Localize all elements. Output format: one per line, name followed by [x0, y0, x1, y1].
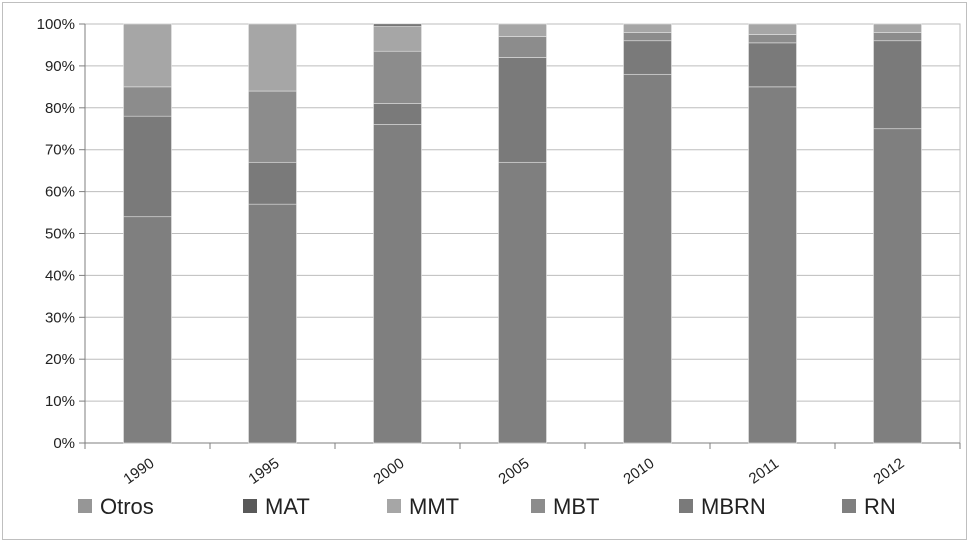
y-tick-label: 10%	[45, 393, 75, 410]
bar-segment-mbt-1990	[123, 86, 172, 117]
bar-segment-mat-2000	[373, 23, 422, 27]
y-tick-label: 70%	[45, 142, 75, 159]
bar-segment-mmt-2000	[373, 25, 422, 52]
y-tick-label: 0%	[53, 435, 75, 452]
legend-swatch-mbt	[531, 499, 545, 513]
legend-label-mat: MAT	[265, 494, 310, 519]
bar-segment-mbt-2000	[373, 50, 422, 104]
legend-swatch-mbrn	[679, 499, 693, 513]
bar-segment-rn-2012	[873, 128, 922, 444]
x-category-label: 2010	[620, 455, 657, 488]
legend-label-otros: Otros	[100, 494, 154, 519]
bar-segment-mbrn-1990	[123, 115, 172, 218]
bar-segment-mbrn-2005	[498, 57, 547, 163]
y-tick-label: 20%	[45, 351, 75, 368]
bar-segment-mbt-2005	[498, 36, 547, 58]
bar-segment-mmt-2005	[498, 23, 547, 37]
legend-label-rn: RN	[864, 494, 896, 519]
legend-swatch-rn	[842, 499, 856, 513]
legend-label-mbt: MBT	[553, 494, 599, 519]
bar-segment-rn-2005	[498, 161, 547, 444]
legend-swatch-mmt	[387, 499, 401, 513]
legend-label-mbrn: MBRN	[701, 494, 766, 519]
legend-swatch-otros	[78, 499, 92, 513]
bar-segment-mbt-2012	[873, 32, 922, 42]
y-tick-label: 30%	[45, 309, 75, 326]
y-tick-label: 80%	[45, 100, 75, 117]
x-category-label: 2000	[370, 455, 407, 488]
bar-segment-mmt-2011	[748, 23, 797, 35]
bar-segment-rn-1990	[123, 216, 172, 444]
x-category-label: 1990	[120, 455, 157, 488]
bar-segment-mbrn-2011	[748, 42, 797, 88]
y-tick-label: 90%	[45, 58, 75, 75]
bar-segment-mbrn-2010	[623, 40, 672, 75]
bar-segment-rn-2000	[373, 124, 422, 444]
bar-segment-rn-2010	[623, 73, 672, 444]
y-tick-label: 40%	[45, 267, 75, 284]
bar-segment-mmt-2010	[623, 23, 672, 33]
y-tick-label: 100%	[37, 16, 75, 33]
bar-segment-rn-1995	[248, 203, 297, 444]
bar-segment-rn-2011	[748, 86, 797, 444]
bar-segment-mbt-1995	[248, 90, 297, 163]
bar-segment-mmt-1990	[123, 23, 172, 88]
bar-segment-mmt-2012	[873, 23, 922, 33]
bar-segment-mmt-1995	[248, 23, 297, 92]
bar-segment-mbrn-2012	[873, 40, 922, 130]
bar-segment-mbt-2010	[623, 32, 672, 42]
x-category-label: 1995	[245, 455, 282, 488]
bar-segment-mbrn-1995	[248, 161, 297, 205]
x-category-label: 2011	[746, 455, 782, 487]
legend-label-mmt: MMT	[409, 494, 459, 519]
legend-swatch-mat	[243, 499, 257, 513]
bar-segment-mbrn-2000	[373, 103, 422, 125]
y-tick-label: 60%	[45, 184, 75, 201]
x-category-label: 2012	[870, 455, 907, 488]
bar-segment-mbt-2011	[748, 34, 797, 44]
y-tick-label: 50%	[45, 226, 75, 243]
x-category-label: 2005	[495, 455, 532, 488]
